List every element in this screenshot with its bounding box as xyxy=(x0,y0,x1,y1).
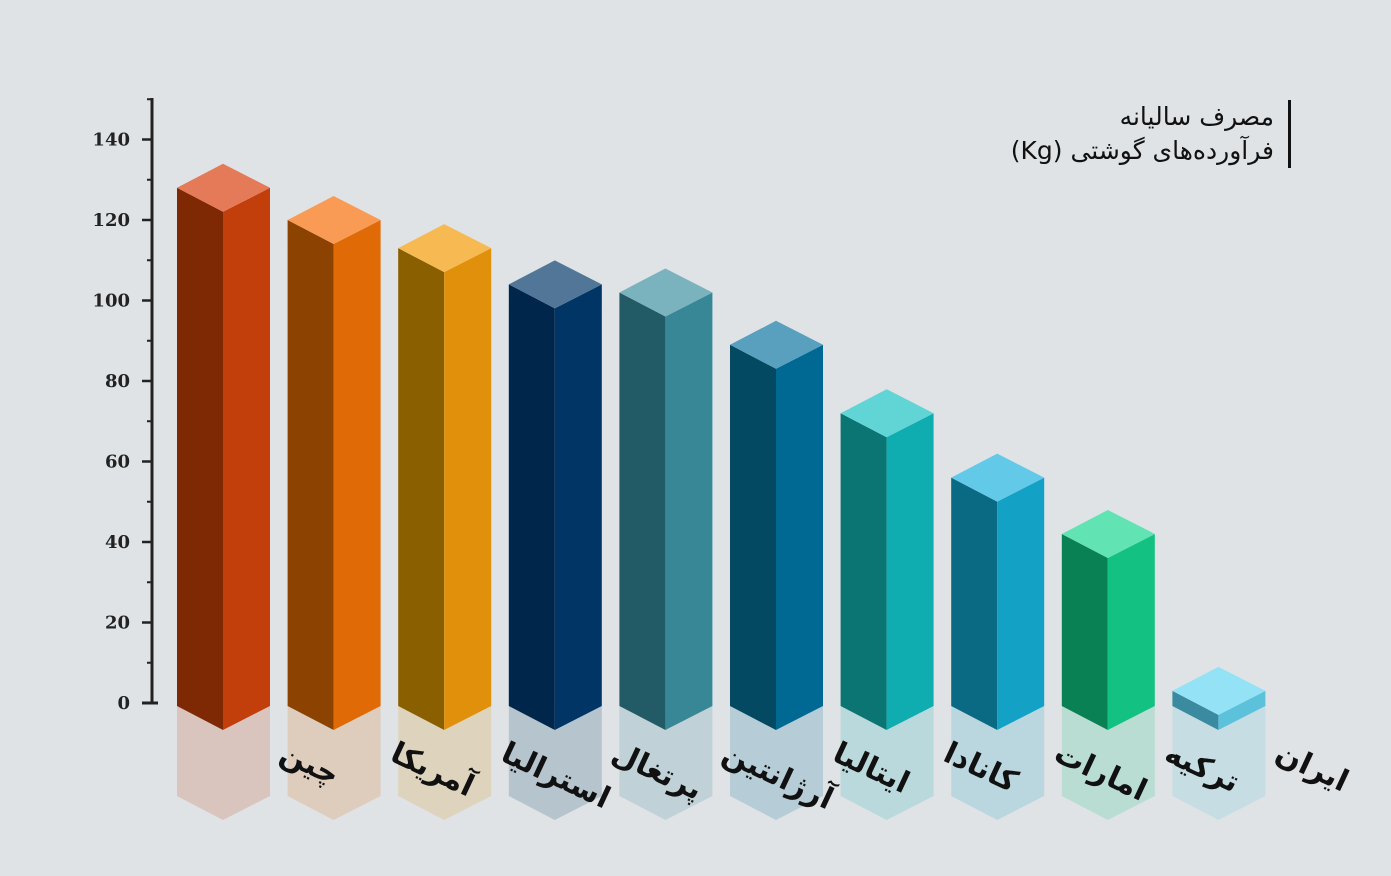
bar-side-face xyxy=(665,292,713,730)
bar-top-face xyxy=(1172,666,1266,715)
bar-top-face xyxy=(1061,509,1155,558)
y-tick-label: 40 xyxy=(105,532,130,553)
bar-reflection xyxy=(508,706,602,820)
bar-side-face xyxy=(1107,533,1155,730)
bar-side-face xyxy=(776,344,823,730)
bar xyxy=(508,260,602,730)
bar xyxy=(398,224,492,731)
bar-front-face xyxy=(1172,690,1219,730)
bar xyxy=(730,320,823,730)
bar xyxy=(287,196,381,730)
bar-front-face xyxy=(508,284,555,730)
bar-front-face xyxy=(1061,533,1108,730)
bar-top-face xyxy=(951,453,1045,502)
bar-top-face xyxy=(287,196,381,244)
bar-side-face xyxy=(997,477,1045,730)
bar-front-face xyxy=(951,477,998,730)
y-tick-label: 60 xyxy=(105,452,130,473)
bar-side-face xyxy=(554,284,602,730)
bar-front-face xyxy=(398,248,445,731)
bar-top-face xyxy=(398,224,492,273)
bar-reflection xyxy=(619,706,713,820)
bar-front-face xyxy=(730,344,776,730)
chart-title: مصرف سالیانه فرآورده‌های گوشتی (Kg) xyxy=(1011,100,1291,168)
bar xyxy=(840,389,934,730)
bar-reflection xyxy=(840,706,934,820)
bars xyxy=(177,163,1266,731)
bar-front-face xyxy=(177,187,223,731)
bar-front-face xyxy=(619,292,666,730)
bar-reflection xyxy=(398,706,492,820)
bar-front-face xyxy=(840,413,887,730)
bar-reflection xyxy=(1061,706,1155,820)
bar-reflections xyxy=(177,706,1266,820)
bar-side-face xyxy=(886,413,934,730)
bar xyxy=(951,453,1045,730)
bar-top-face xyxy=(840,389,934,438)
bar-reflection xyxy=(951,706,1045,820)
bar-reflection xyxy=(730,706,823,820)
bar-side-face xyxy=(223,187,270,731)
y-tick-label: 120 xyxy=(92,210,130,231)
bar-reflection xyxy=(1172,706,1266,820)
chart-title-line2: فرآورده‌های گوشتی (Kg) xyxy=(1010,136,1274,165)
bar xyxy=(1172,666,1266,730)
bar-top-face xyxy=(177,163,270,212)
bar-top-face xyxy=(730,320,823,369)
bar-side-face xyxy=(444,248,492,731)
bar-reflection xyxy=(287,706,381,820)
bar xyxy=(1061,509,1155,730)
y-tick-label: 140 xyxy=(92,130,130,151)
y-tick-label: 80 xyxy=(105,371,130,392)
category-label: ایران xyxy=(1270,736,1354,800)
bar-side-face xyxy=(333,220,381,730)
chart-title-line1: مصرف سالیانه xyxy=(1119,102,1274,131)
bar-reflection xyxy=(177,706,270,820)
y-tick-label: 20 xyxy=(105,613,130,634)
bar-front-face xyxy=(287,220,334,730)
bar-top-face xyxy=(508,260,602,309)
bar-top-face xyxy=(619,268,713,317)
y-tick-label: 100 xyxy=(92,291,130,312)
bar xyxy=(177,163,270,731)
y-axis: 0 20 40 60 80 100 120 140 xyxy=(92,98,158,714)
y-tick-label: 0 xyxy=(117,693,130,714)
bar xyxy=(619,268,713,730)
bar-side-face xyxy=(1218,690,1266,730)
